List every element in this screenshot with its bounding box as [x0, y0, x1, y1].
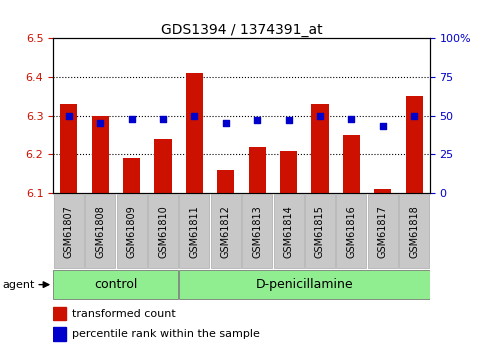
Bar: [343, 135, 360, 193]
FancyBboxPatch shape: [305, 194, 335, 268]
Point: [411, 113, 418, 118]
Text: GSM61816: GSM61816: [346, 205, 356, 257]
FancyBboxPatch shape: [336, 194, 367, 268]
Point: [65, 113, 73, 118]
Text: control: control: [94, 278, 138, 291]
Bar: [53, 327, 66, 341]
Text: agent: agent: [2, 280, 35, 289]
Bar: [186, 73, 203, 193]
Bar: [374, 189, 391, 193]
FancyBboxPatch shape: [148, 194, 178, 268]
FancyBboxPatch shape: [116, 194, 147, 268]
Bar: [60, 104, 77, 193]
FancyBboxPatch shape: [85, 194, 115, 268]
Point: [285, 117, 293, 123]
Point: [348, 116, 355, 121]
Bar: [312, 104, 328, 193]
Point: [222, 121, 230, 126]
Bar: [53, 307, 66, 320]
Point: [253, 117, 261, 123]
Title: GDS1394 / 1374391_at: GDS1394 / 1374391_at: [161, 23, 322, 37]
Text: GSM61809: GSM61809: [127, 205, 137, 257]
FancyBboxPatch shape: [368, 194, 398, 268]
Text: GSM61808: GSM61808: [95, 205, 105, 257]
FancyBboxPatch shape: [179, 194, 210, 268]
Point: [97, 121, 104, 126]
Point: [159, 116, 167, 121]
FancyBboxPatch shape: [54, 194, 84, 268]
Text: GSM61807: GSM61807: [64, 205, 74, 258]
Text: GSM61811: GSM61811: [189, 205, 199, 257]
Point: [316, 113, 324, 118]
FancyBboxPatch shape: [273, 194, 304, 268]
Text: GSM61812: GSM61812: [221, 205, 231, 258]
Bar: [406, 96, 423, 193]
FancyBboxPatch shape: [242, 194, 272, 268]
Point: [128, 116, 135, 121]
FancyBboxPatch shape: [179, 270, 429, 299]
Bar: [217, 170, 234, 193]
Bar: [280, 150, 297, 193]
Point: [191, 113, 199, 118]
FancyBboxPatch shape: [211, 194, 241, 268]
Bar: [123, 158, 140, 193]
Text: GSM61813: GSM61813: [252, 205, 262, 257]
Text: D-penicillamine: D-penicillamine: [256, 278, 353, 291]
Text: GSM61810: GSM61810: [158, 205, 168, 257]
Bar: [155, 139, 171, 193]
Point: [379, 124, 387, 129]
Text: GSM61814: GSM61814: [284, 205, 294, 257]
Text: GSM61817: GSM61817: [378, 205, 388, 258]
Bar: [249, 147, 266, 193]
Text: GSM61815: GSM61815: [315, 205, 325, 258]
FancyBboxPatch shape: [54, 270, 178, 299]
Text: percentile rank within the sample: percentile rank within the sample: [72, 329, 260, 339]
Text: GSM61818: GSM61818: [409, 205, 419, 257]
Bar: [92, 116, 109, 193]
FancyBboxPatch shape: [399, 194, 429, 268]
Text: transformed count: transformed count: [72, 309, 176, 318]
